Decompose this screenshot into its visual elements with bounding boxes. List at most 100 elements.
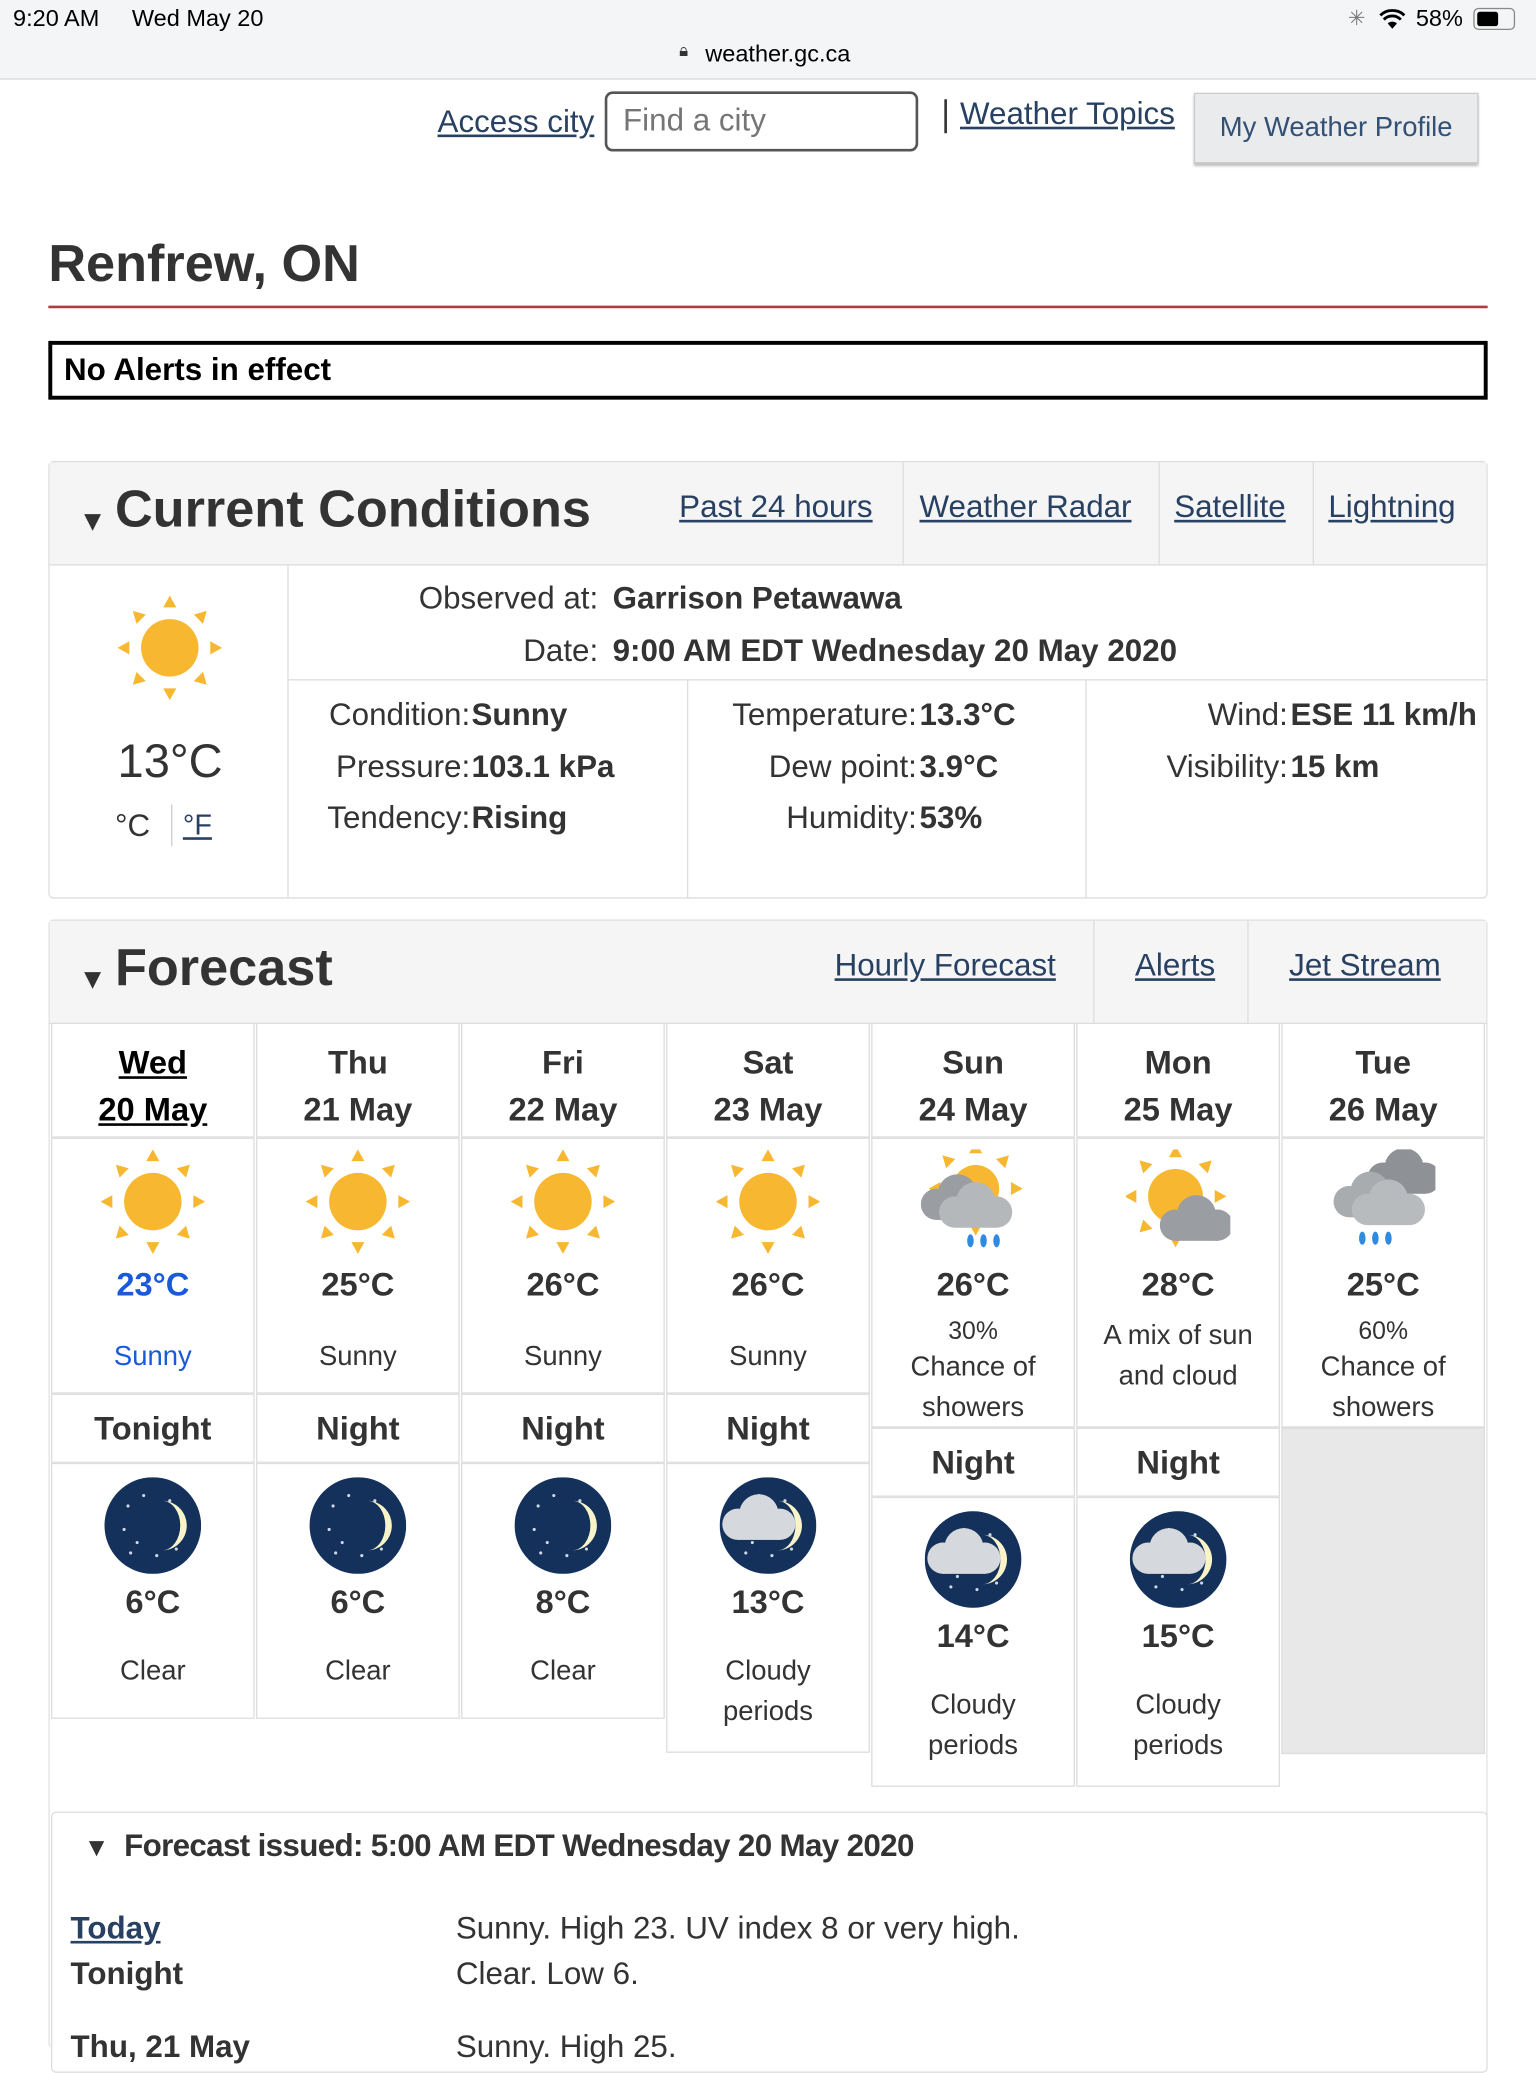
day-temp: 26°C — [526, 1266, 600, 1304]
forecast-day-header: Mon 25 May — [1076, 1022, 1280, 1138]
day-date: 24 May — [918, 1091, 1028, 1129]
dewpoint-label: Dew point: — [768, 749, 917, 785]
weather-radar-link[interactable]: Weather Radar — [919, 489, 1132, 526]
alert-banner: No Alerts in effect — [48, 340, 1488, 400]
nav-divider — [944, 99, 947, 134]
night-temp: 6°C — [125, 1584, 181, 1621]
day-name[interactable]: Wed — [118, 1044, 187, 1082]
pressure-value: 103.1 kPa — [471, 749, 615, 785]
forecast-day-header: Fri 22 May — [461, 1022, 665, 1138]
lock-icon: 🔒︎ — [679, 40, 689, 61]
jet-stream-link[interactable]: Jet Stream — [1289, 948, 1441, 984]
moon-icon — [462, 1477, 663, 1574]
status-date: Wed May 20 — [131, 5, 264, 32]
collapse-triangle-icon[interactable]: ▼ — [78, 504, 107, 537]
temperature-value: 13.3°C — [919, 697, 1016, 733]
lightning-link[interactable]: Lightning — [1328, 489, 1456, 526]
current-conditions-title[interactable]: Current Conditions — [114, 480, 591, 539]
night-header: Tonight — [50, 1393, 255, 1463]
current-conditions-panel: ▼ Current Conditions Past 24 hours Weath… — [48, 461, 1488, 899]
day-forecast-cell: 25°C Sunny — [255, 1137, 460, 1394]
day-temp: 25°C — [1346, 1266, 1420, 1304]
divider — [1158, 462, 1160, 565]
hourly-forecast-link[interactable]: Hourly Forecast — [834, 948, 1056, 984]
night-forecast-cell: 15°C Cloudy periods — [1076, 1496, 1280, 1787]
fahrenheit-toggle[interactable]: °F — [182, 808, 212, 842]
activity-icon: ✳ — [1347, 7, 1366, 31]
day-date: 23 May — [713, 1091, 823, 1129]
forecast-day-header: Sat 23 May — [666, 1022, 870, 1138]
night-condition: Cloudy periods — [722, 1656, 813, 1727]
forecast-day-column: Sun 24 May 26°C 30% Chance of showers Night 14… — [871, 1022, 1075, 1787]
sun-icon — [257, 1149, 458, 1254]
day-temp: 28°C — [1141, 1266, 1215, 1304]
cloud-rain-icon — [1283, 1148, 1484, 1253]
moon-cloud-icon — [1078, 1511, 1279, 1608]
forecast-panel: ▼ Forecast Hourly Forecast Alerts Jet St… — [48, 919, 1488, 2073]
divider — [1312, 462, 1314, 565]
night-temp: 15°C — [1141, 1618, 1215, 1655]
sun-icon — [117, 595, 223, 707]
divider — [1085, 679, 1087, 899]
day-temp: 26°C — [936, 1266, 1010, 1304]
moon-icon — [52, 1477, 253, 1574]
night-forecast-cell: 8°C Clear — [461, 1462, 665, 1719]
day-date: 21 May — [303, 1091, 413, 1129]
day-forecast-cell: 28°C A mix of sun and cloud — [1076, 1137, 1280, 1428]
alerts-link[interactable]: Alerts — [1135, 948, 1216, 984]
url-bar[interactable]: weather.gc.ca — [705, 40, 851, 67]
visibility-value: 15 km — [1290, 749, 1380, 785]
night-header: Night — [666, 1393, 870, 1463]
wifi-icon — [1379, 9, 1406, 29]
past-24-hours-link[interactable]: Past 24 hours — [679, 489, 873, 526]
forecast-day-column: Tue 26 May 25°C 60% Chance of showers — [1281, 1022, 1486, 1755]
day-condition: Sunny — [524, 1341, 602, 1372]
period-tonight-text: Clear. Low 6. — [455, 1956, 639, 1992]
day-condition: Sunny — [729, 1341, 807, 1372]
period-today-link[interactable]: Today — [70, 1910, 161, 1947]
night-temp: 6°C — [330, 1584, 386, 1621]
precip-chance: 60% — [1358, 1317, 1409, 1346]
day-temp: 25°C — [321, 1266, 395, 1304]
forecast-day-header: Tue 26 May — [1281, 1022, 1486, 1138]
status-time: 9:20 AM — [13, 5, 100, 32]
my-weather-profile-button[interactable]: My Weather Profile — [1193, 92, 1479, 164]
night-condition: Clear — [120, 1656, 186, 1687]
night-header: Night — [255, 1393, 460, 1463]
condition-label: Condition: — [329, 697, 471, 733]
sun-cloud-rain-icon — [872, 1141, 1073, 1253]
weather-topics-link[interactable]: Weather Topics — [959, 96, 1175, 132]
celsius-toggle[interactable]: °C — [114, 808, 151, 844]
night-temp: 14°C — [936, 1618, 1010, 1655]
day-name: Sun — [942, 1044, 1004, 1082]
forecast-day-header[interactable]: Wed 20 May — [50, 1022, 255, 1138]
access-city-link[interactable]: Access city — [437, 104, 595, 140]
forecast-issued-panel: ▼ Forecast issued: 5:00 AM EDT Wednesday… — [50, 1811, 1488, 2073]
divider — [171, 804, 173, 847]
forecast-title[interactable]: Forecast — [114, 939, 333, 997]
current-temp: 13°C — [117, 734, 223, 788]
collapse-triangle-icon[interactable]: ▼ — [78, 962, 107, 996]
day-temp: 26°C — [731, 1266, 805, 1304]
satellite-link[interactable]: Satellite — [1174, 489, 1286, 526]
dewpoint-value: 3.9°C — [919, 749, 999, 785]
divider — [687, 679, 689, 899]
divider — [287, 679, 1487, 681]
battery-percent: 58% — [1415, 5, 1463, 32]
collapse-triangle-icon[interactable]: ▼ — [83, 1833, 110, 1863]
forecast-day-header: Thu 21 May — [255, 1022, 460, 1138]
precip-chance: 30% — [948, 1317, 998, 1346]
moon-cloud-icon — [872, 1511, 1073, 1608]
day-date[interactable]: 20 May — [98, 1091, 208, 1129]
day-forecast-cell: 26°C Sunny — [461, 1137, 665, 1394]
temperature-label: Temperature: — [732, 697, 917, 733]
sun-icon — [462, 1149, 663, 1254]
observed-station: Garrison Petawawa — [612, 581, 902, 617]
day-forecast-cell: 26°C Sunny — [666, 1137, 870, 1394]
find-city-input[interactable] — [604, 91, 919, 152]
title-rule — [48, 305, 1488, 309]
day-condition: A mix of sun and cloud — [1103, 1320, 1253, 1392]
sun-icon — [52, 1149, 253, 1254]
forecast-issued-title[interactable]: Forecast issued: 5:00 AM EDT Wednesday 2… — [124, 1828, 914, 1864]
humidity-label: Humidity: — [786, 800, 917, 836]
